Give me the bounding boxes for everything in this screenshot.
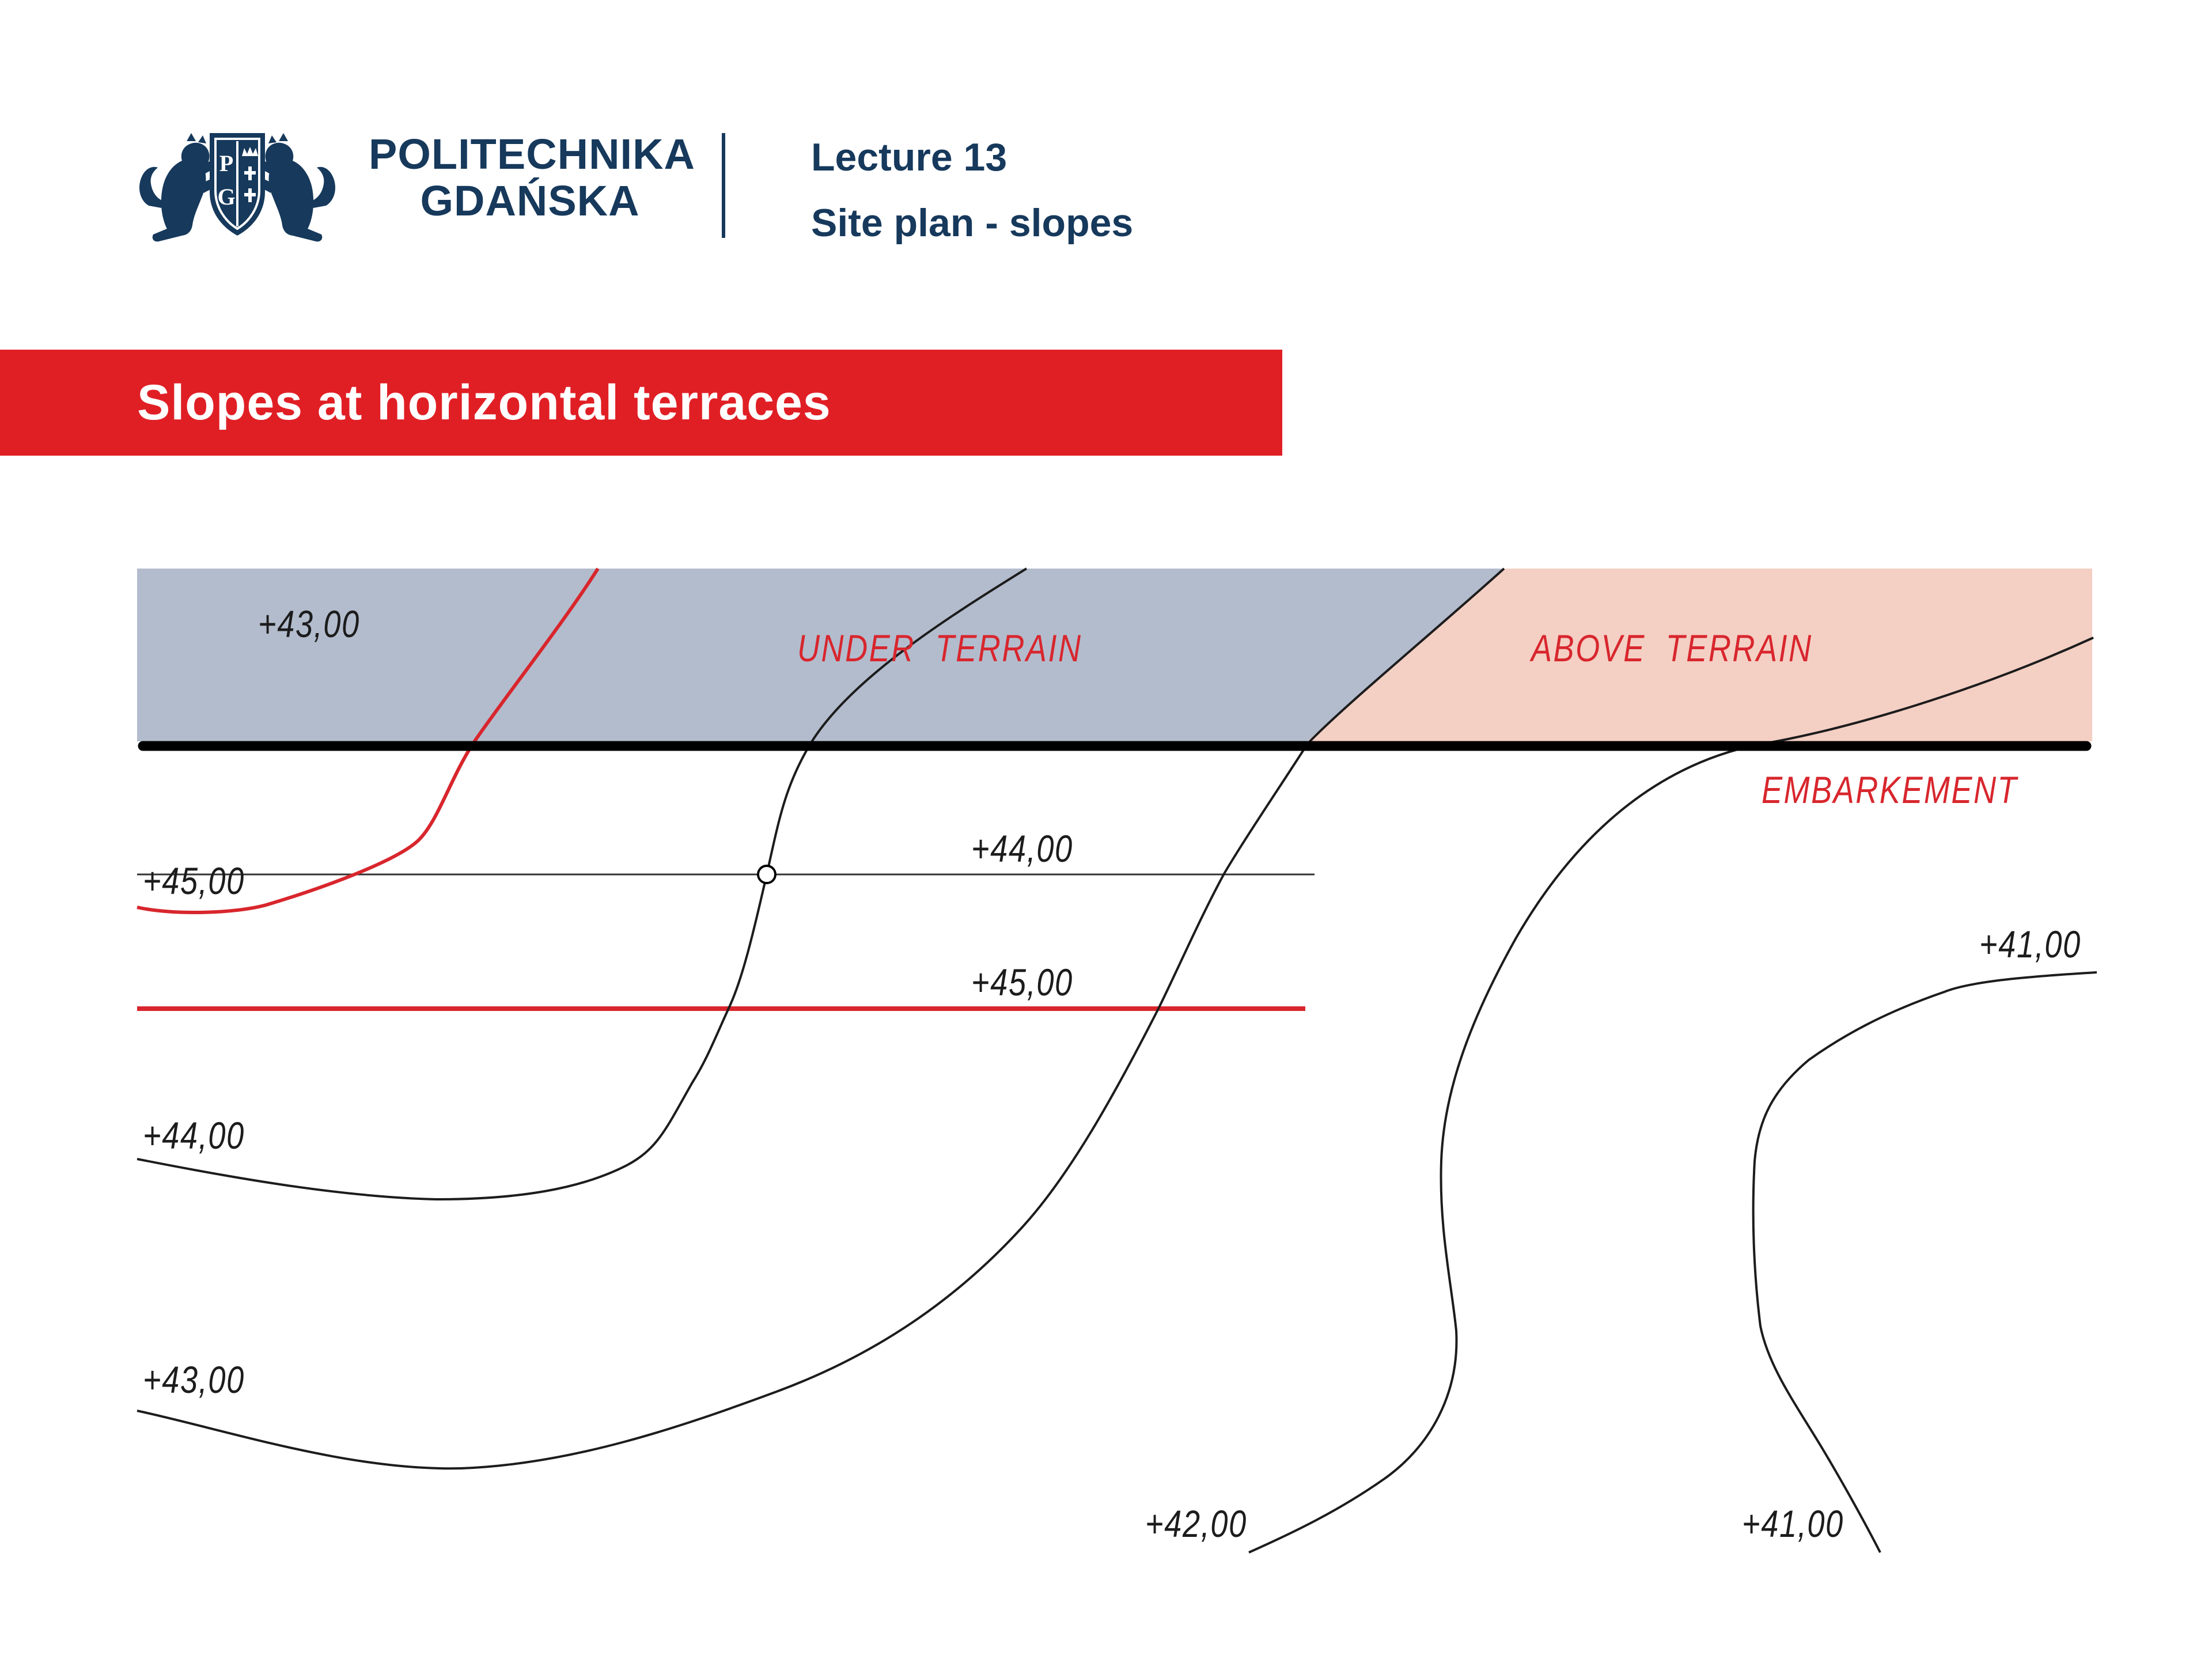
elevation-label-left-44: +44,00	[143, 1114, 245, 1157]
contour-44-curve	[137, 567, 1028, 1201]
lecture-topic: Site plan - slopes	[811, 201, 1134, 245]
embankment-label: EMBARKEMENT	[1762, 768, 2018, 811]
red-slope-curve	[137, 567, 600, 915]
shield-icon: P G	[210, 133, 265, 236]
contour-41-curve	[1752, 971, 2097, 1553]
under-terrain-label: UNDER TERRAIN	[797, 627, 1082, 669]
elevation-label-bottom-41: +41,00	[1742, 1502, 1844, 1545]
contour-43-curve	[137, 567, 1505, 1470]
university-logo-icon: P G	[139, 133, 335, 242]
contour-42-curve	[1248, 637, 2094, 1554]
above-terrain-label: ABOVE TERRAIN	[1531, 627, 1813, 669]
brand-line2: GDAŃSKA	[420, 177, 640, 225]
lion-left-icon	[139, 133, 222, 242]
lecture-info: Lecture 13 Site plan - slopes	[811, 136, 1133, 244]
elevation-label-left-43: +43,00	[143, 1358, 245, 1401]
intersection-point-marker	[757, 865, 777, 884]
elevation-label-right-41: +41,00	[1979, 923, 2081, 965]
slide-title: Slopes at horizontal terraces	[137, 375, 831, 430]
above-terrain-region	[1308, 569, 2092, 741]
lecture-number: Lecture 13	[811, 135, 1007, 179]
elevation-label-mid-45: +45,00	[971, 961, 1073, 1003]
brand-name: POLITECHNIKA GDAŃSKA	[369, 130, 695, 225]
header-divider	[722, 133, 725, 238]
svg-text:P: P	[219, 150, 233, 176]
brand-line1: POLITECHNIKA	[369, 130, 695, 178]
elevation-label-band-43: +43,00	[258, 603, 360, 645]
svg-text:G: G	[217, 184, 235, 210]
elevation-label-mid-44: +44,00	[971, 827, 1073, 870]
elevation-label-bottom-42: +42,00	[1145, 1502, 1247, 1545]
title-banner: Slopes at horizontal terraces	[0, 350, 1282, 456]
elevation-label-left-45: +45,00	[143, 859, 245, 902]
